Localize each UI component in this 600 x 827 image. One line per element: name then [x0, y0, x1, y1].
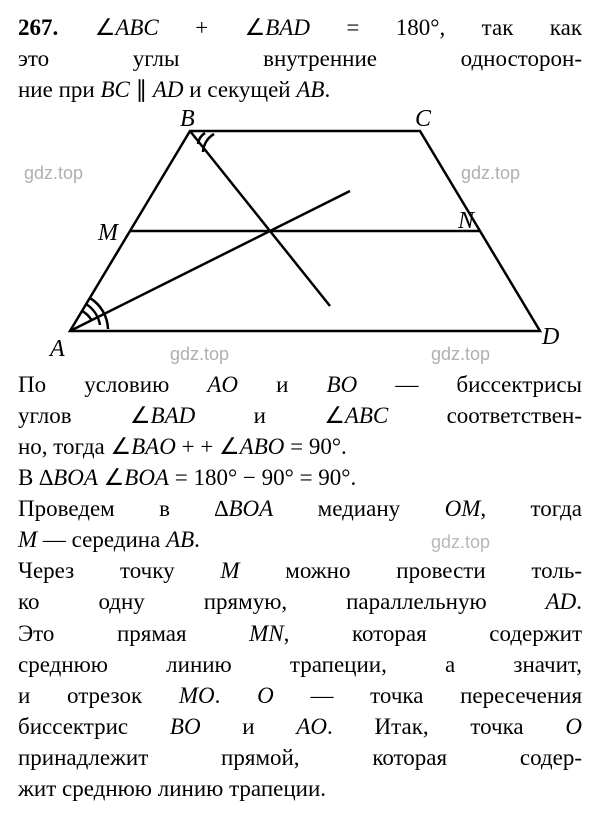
body-line-1: По условию AO и BO — биссектрисы — [18, 369, 582, 400]
body-line-6: M — середина AB. — [18, 524, 582, 555]
bisector-bo — [190, 131, 330, 306]
label-n: N — [458, 205, 474, 237]
body-line-12: биссектрис BO и AO. Итак, точка O — [18, 711, 582, 742]
arc-a1 — [82, 311, 92, 321]
arc-b1 — [198, 133, 205, 144]
body-text: По условию AO и BO — биссектрисы углов ∠… — [18, 369, 582, 804]
label-b: B — [180, 103, 195, 135]
trapezoid-diagram: A B C D M N gdz.top gdz.top gdz.top gdz.… — [20, 111, 580, 361]
problem-number: 267. — [18, 15, 58, 40]
body-line-4: В ∆BOA ∠BOA = 180° − 90° = 90°. — [18, 462, 582, 493]
body-line-7: Через точку M можно провести толь- — [18, 555, 582, 586]
watermark-icon: gdz.top — [431, 532, 490, 553]
body-line-9: Это прямая MN, которая содержит — [18, 618, 582, 649]
body-line-3: но, тогда ∠BAO + + ∠ABO = 90°. — [18, 431, 582, 462]
label-d: D — [542, 321, 559, 353]
intro-line-3: ние при BC ∥ AD и секущей AB. — [18, 74, 582, 105]
label-c: C — [415, 103, 431, 135]
body-line-13: принадлежит прямой, которая содер- — [18, 742, 582, 773]
body-line-2: углов ∠BAD и ∠ABC соответствен- — [18, 400, 582, 431]
label-m: M — [98, 217, 118, 249]
label-a: A — [50, 333, 65, 365]
solution-content: 267. ∠ABC + ∠BAD = 180°, так как это угл… — [18, 12, 582, 804]
body-line-10: среднюю линию трапеции, а значит, — [18, 649, 582, 680]
body-line-14: жит среднюю линию трапеции. — [18, 773, 582, 804]
body-line-11: и отрезок MO. O — точка пересечения — [18, 680, 582, 711]
body-line-8: ко одну прямую, параллельную AD. — [18, 586, 582, 617]
body-line-5: Проведем в ∆BOA медиану OM, тогда — [18, 493, 582, 524]
intro-line-1: 267. ∠ABC + ∠BAD = 180°, так как — [18, 12, 582, 43]
intro-line-2: это углы внутренние односторон- — [18, 43, 582, 74]
